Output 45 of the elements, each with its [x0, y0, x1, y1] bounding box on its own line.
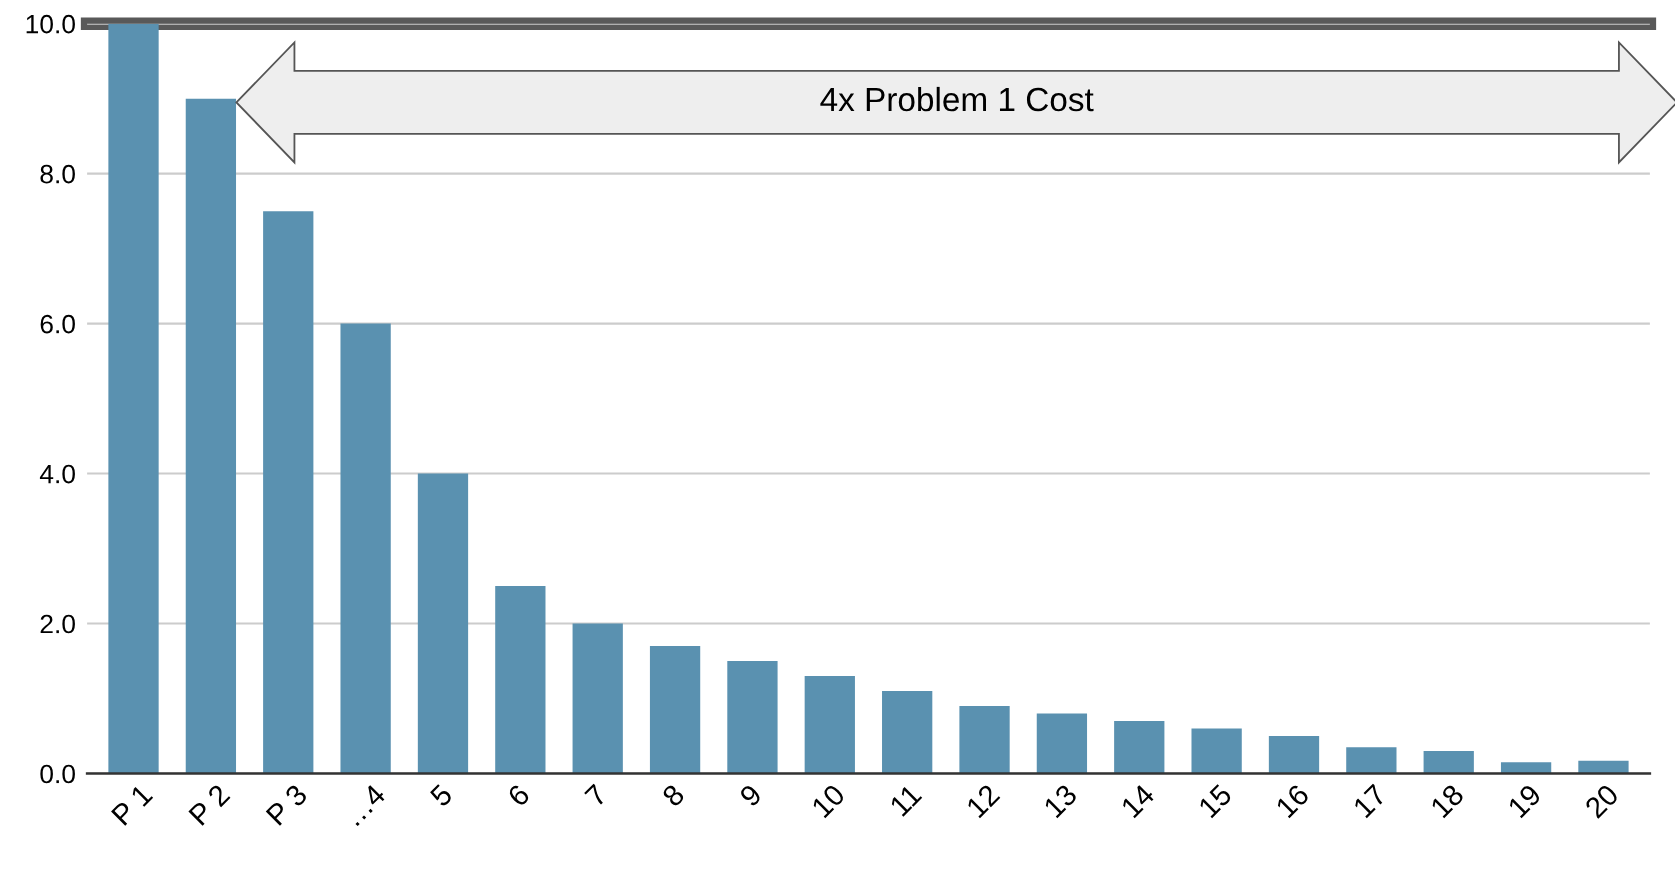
- bar: [495, 586, 546, 774]
- y-tick-label: 4.0: [39, 464, 75, 484]
- x-tick-label: 18: [1429, 783, 1465, 819]
- bar: [108, 23, 159, 774]
- bar: [882, 691, 933, 774]
- bar: [1346, 747, 1397, 774]
- bar: [727, 661, 778, 774]
- x-tick-label: P 3: [265, 783, 309, 826]
- x-tick-label: 9: [738, 783, 763, 808]
- y-tick-label: 6.0: [40, 314, 75, 334]
- bar: [804, 676, 855, 774]
- y-tick-label: 2.0: [40, 614, 75, 634]
- y-tick-label: 8.0: [40, 164, 75, 184]
- x-tick-label: 20: [1583, 783, 1620, 819]
- x-tick-label: 7: [584, 783, 608, 808]
- y-tick-label: 0.0: [40, 764, 75, 784]
- bar: [1268, 736, 1320, 774]
- x-tick-label: 13: [1042, 783, 1078, 819]
- x-tick-label: 16: [1275, 783, 1311, 819]
- x-tick-label: 11: [889, 783, 923, 817]
- bar: [1114, 721, 1165, 774]
- bar: [572, 623, 623, 774]
- x-tick-label: 5: [429, 783, 454, 808]
- bar: [1191, 728, 1242, 774]
- x-tick-label: 19: [1507, 783, 1543, 819]
- x-tick-label: P 2: [188, 783, 231, 826]
- x-tick-label: 14: [1120, 783, 1156, 819]
- x-tick-label: 15: [1197, 783, 1233, 819]
- x-tick-label: 10: [810, 783, 847, 819]
- y-tick-label: 10.0: [26, 14, 75, 34]
- bar: [417, 473, 469, 774]
- bar: [263, 211, 314, 774]
- x-tick-label: P 1: [111, 783, 154, 826]
- bar: [1036, 713, 1088, 774]
- bar: [340, 323, 391, 774]
- annotation: 4x Problem 1 Cost: [820, 86, 1094, 112]
- bar: [649, 646, 701, 774]
- bar: [1423, 751, 1474, 774]
- x-tick-label: 8: [661, 783, 686, 808]
- bar: [185, 98, 237, 774]
- x-tick-label: 17: [1352, 783, 1388, 819]
- x-tick-label: 12: [965, 783, 1001, 819]
- x-tick-label: …4: [343, 783, 387, 827]
- bar: [959, 706, 1010, 774]
- x-tick-label: 6: [506, 783, 531, 808]
